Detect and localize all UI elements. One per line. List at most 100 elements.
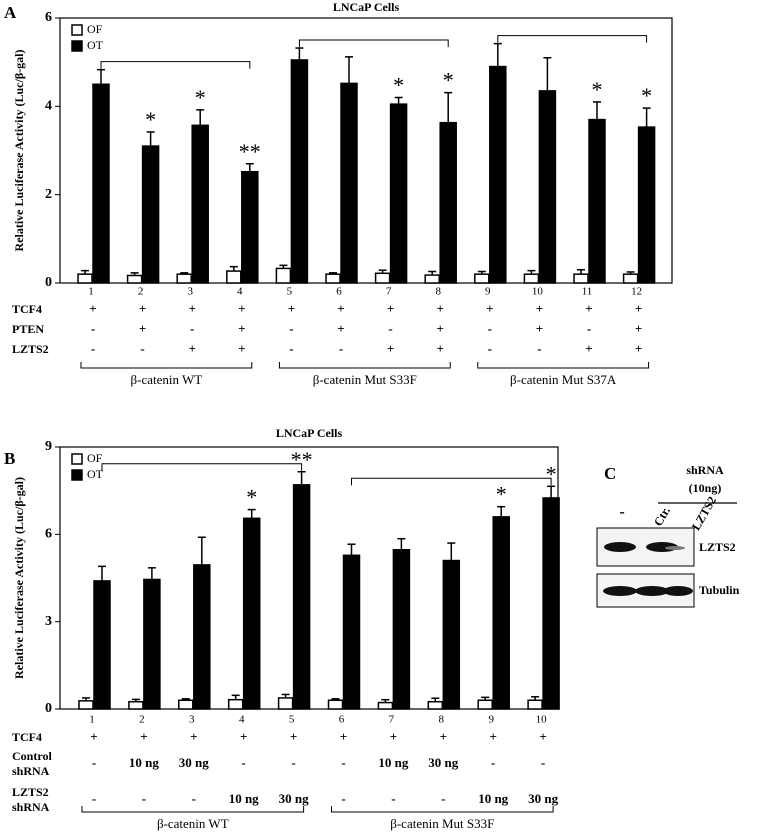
significance: * [145,107,156,132]
significance: * [592,77,603,102]
group-bracket [331,806,554,813]
bar [93,580,111,710]
condition: + [536,301,543,316]
bar [292,484,311,710]
condition: - [289,341,293,356]
y-tick-label: 2 [45,187,52,202]
condition: + [635,321,642,336]
x-tick-label: 10 [536,714,548,726]
comparison-bracket [100,61,251,69]
x-tick-label: 9 [485,286,491,298]
condition: + [489,729,496,744]
significance: ** [239,139,261,164]
condition: - [142,791,146,806]
condition: - [291,755,295,770]
significance: * [393,73,404,98]
y-tick-label: 6 [45,527,52,542]
bar [477,699,493,710]
group-bracket [81,806,305,813]
bar [392,549,411,710]
group-bracket [278,362,451,369]
condition: - [341,791,345,806]
band [604,542,636,552]
bar [241,170,259,284]
bar [538,90,557,284]
row-label: shRNA [12,764,50,778]
x-tick-label: 11 [582,286,593,298]
significance: * [496,482,507,507]
bar [191,124,209,284]
y-tick-label: 0 [45,701,52,716]
condition: + [337,301,344,316]
bar [442,559,461,710]
panel-letter: A [4,3,17,22]
comparison-bracket [497,35,648,43]
comparison-bracket [298,39,449,48]
condition: + [238,341,245,356]
bar [275,267,292,284]
condition: 30 ng [279,791,309,806]
bar [126,274,143,284]
comparison-bracket [101,463,303,471]
band [663,586,693,596]
condition: + [585,301,592,316]
condition: + [89,301,96,316]
condition: + [436,321,443,336]
x-tick-label: 1 [88,286,94,298]
bar [290,59,309,284]
bar [242,517,261,710]
row-label: Control [12,749,52,763]
bar [637,126,656,284]
lane-label: - [619,504,624,521]
bar [128,700,144,710]
condition: + [139,301,146,316]
row-label: shRNA [12,800,50,814]
bar [424,274,440,284]
row-label: PTEN [12,322,44,336]
blot-label: Tubulin [699,583,740,597]
lane-label: LZTS2 [689,494,719,533]
x-tick-label: 9 [488,714,494,726]
y-tick-label: 0 [45,275,52,290]
condition: + [290,729,297,744]
x-tick-label: 12 [631,286,642,298]
row-label: TCF4 [12,302,42,316]
condition: + [140,729,147,744]
row-label: LZTS2 [12,342,49,356]
condition: - [140,341,144,356]
y-tick-label: 4 [45,99,52,114]
legend-swatch [71,40,83,52]
condition: - [242,755,246,770]
bar [474,273,490,284]
condition: + [139,321,146,336]
bar [374,272,391,284]
bar [77,273,93,284]
condition: + [240,729,247,744]
condition: + [390,729,397,744]
condition: + [635,341,642,356]
condition: - [190,321,194,336]
condition: - [92,755,96,770]
group-label: β-catenin WT [131,372,203,387]
condition: - [537,341,541,356]
condition: - [91,341,95,356]
bar [542,497,560,710]
condition: + [340,729,347,744]
significance: ** [291,447,313,472]
panel-c: C shRNA (10ng) - Ctr. LZTS2 LZTS2 Tubuli… [596,463,740,608]
blot-header: shRNA [686,463,724,477]
condition: - [587,321,591,336]
bar [78,700,94,710]
condition: + [440,729,447,744]
lane-label: Ctr. [651,504,673,528]
condition: 10 ng [478,791,508,806]
condition: 30 ng [528,791,558,806]
condition: 30 ng [179,755,209,770]
bar [527,699,543,710]
condition: - [491,755,495,770]
bar [588,118,606,284]
condition: - [541,755,545,770]
chart-title: LNCaP Cells [276,426,343,440]
condition: + [190,729,197,744]
